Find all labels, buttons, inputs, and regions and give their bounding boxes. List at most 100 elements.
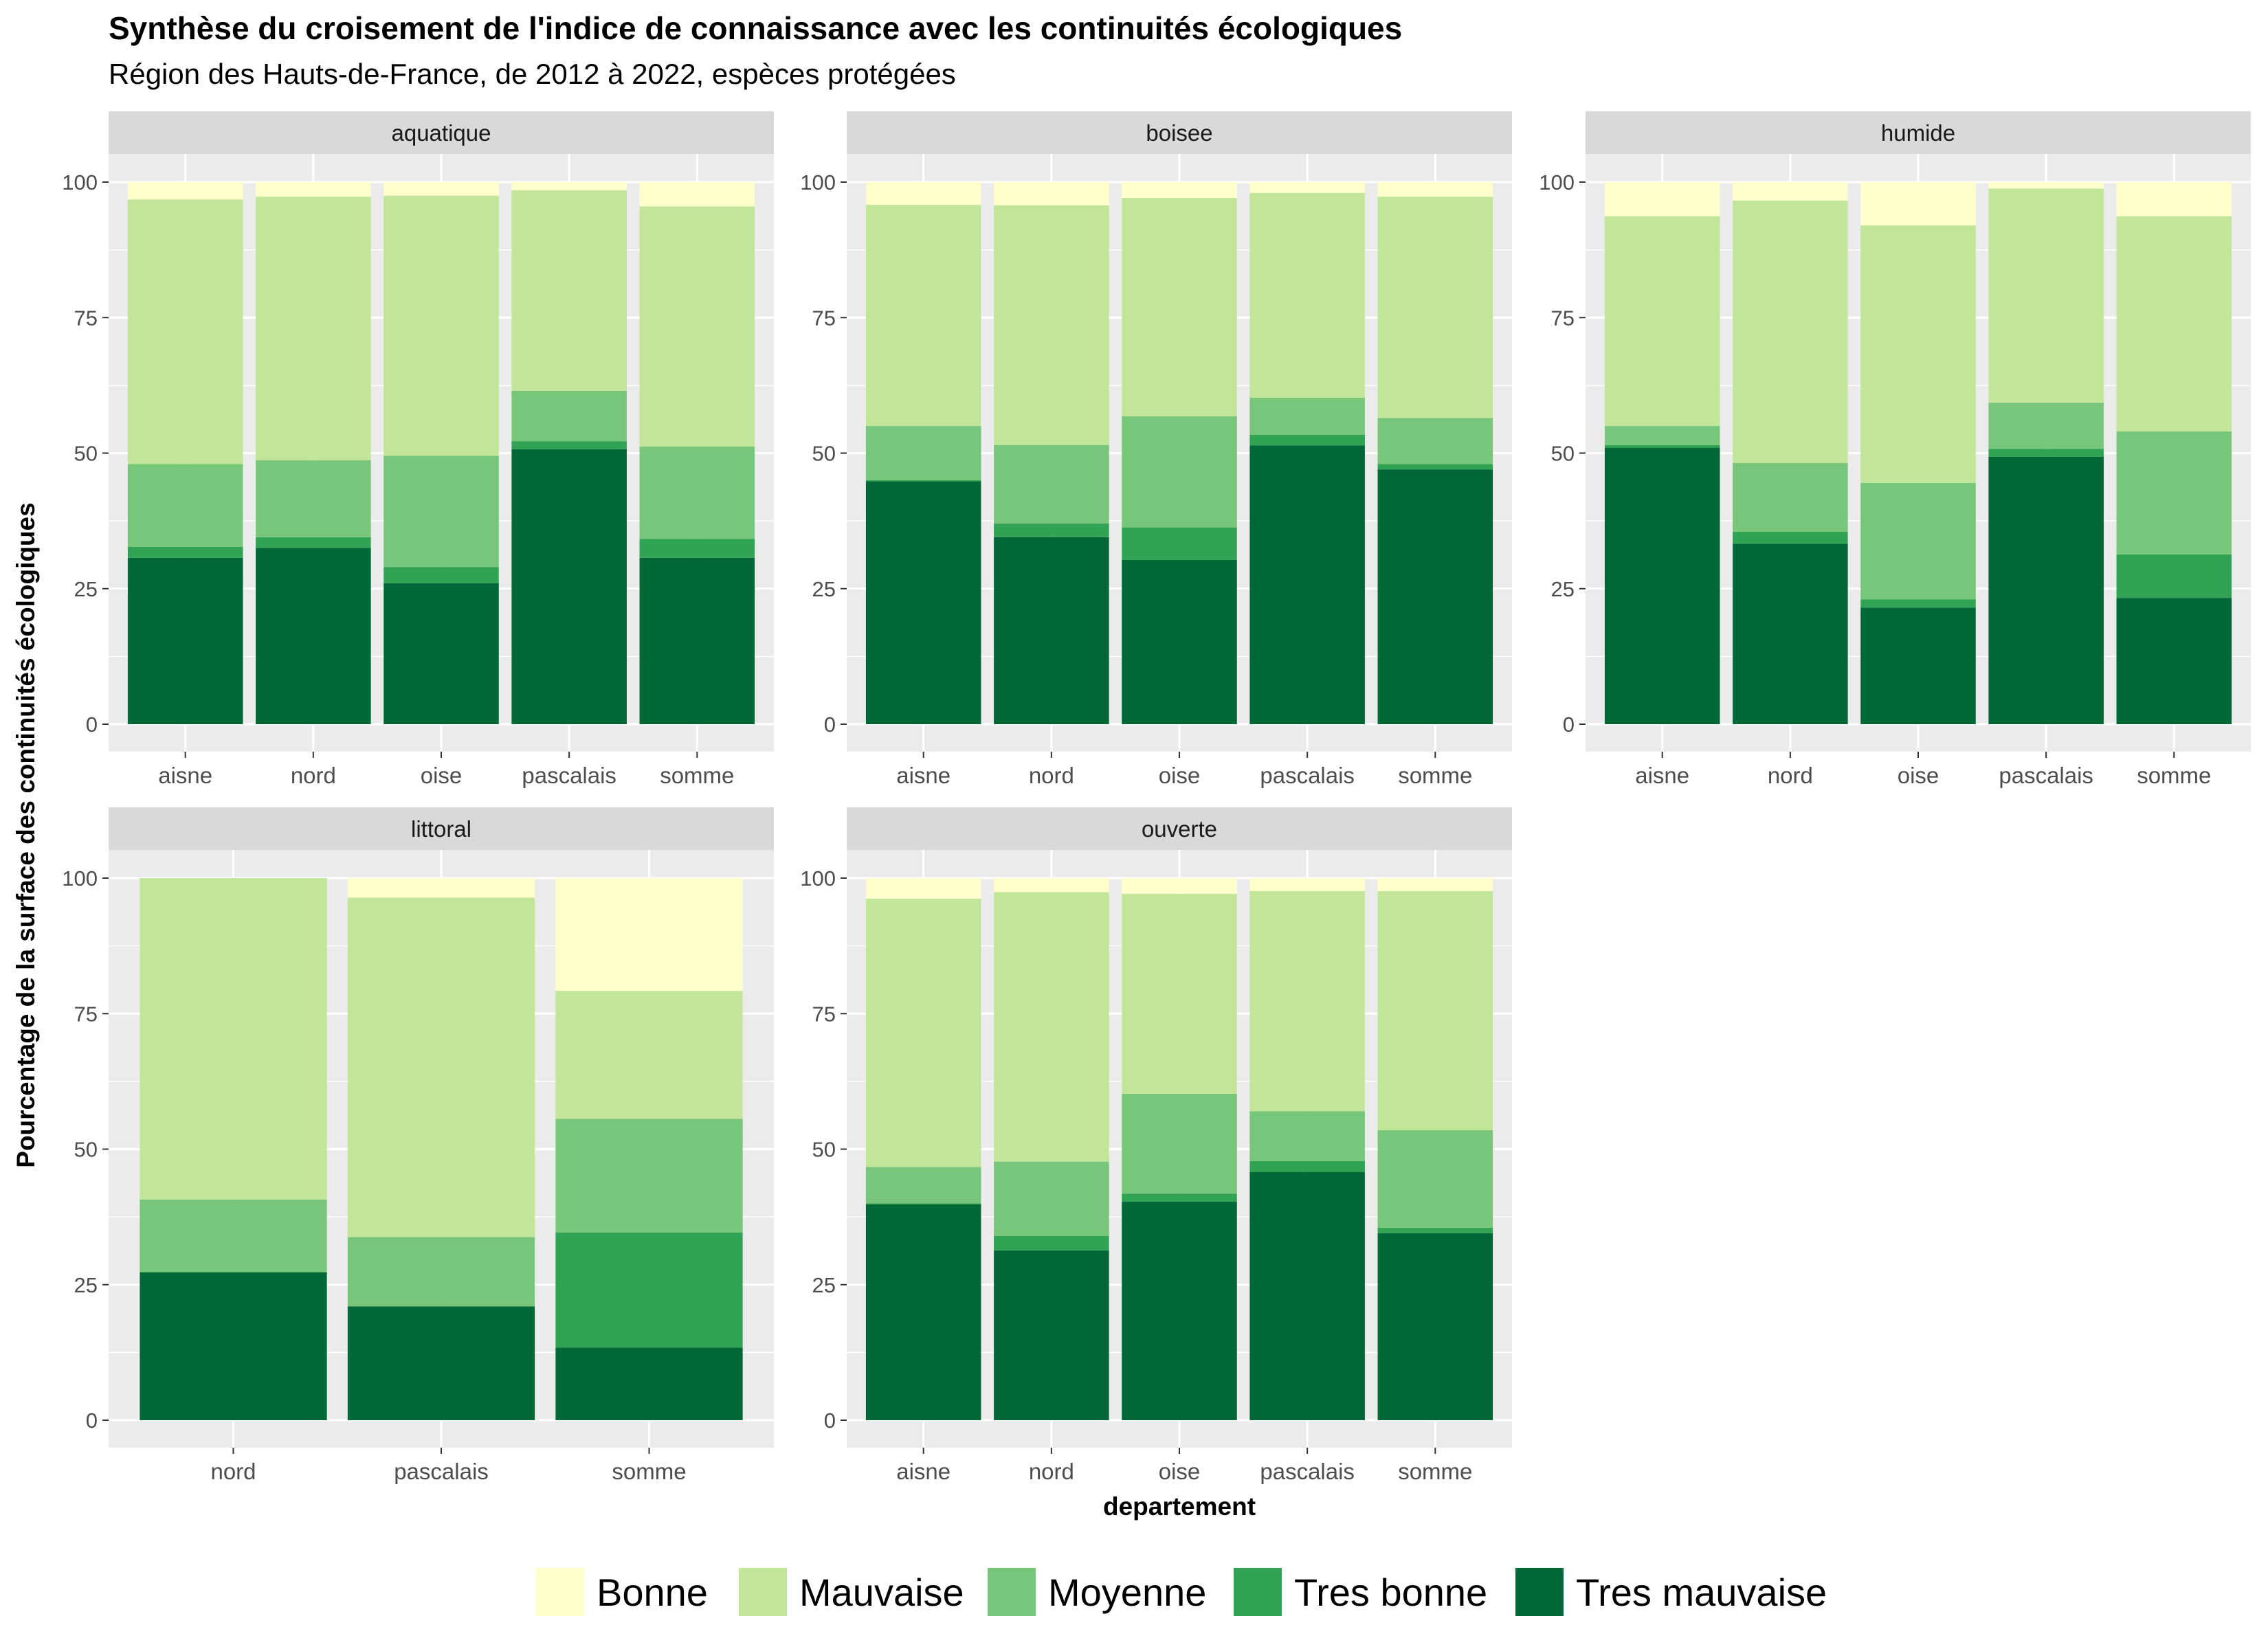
x-tick-label: somme [612, 1459, 686, 1484]
y-tick-label: 75 [812, 1002, 836, 1026]
bar-segment-aquatique-oise-tres-bonne [383, 567, 499, 583]
bar-segment-aquatique-nord-tres-mauvaise [256, 548, 371, 724]
facet-strip-label: boisee [1146, 120, 1212, 146]
x-tick-label: pascalais [522, 763, 616, 788]
bar-segment-boisee-aisne-tres-mauvaise [865, 481, 981, 724]
bar-segment-humide-somme-moyenne [2116, 431, 2232, 555]
bar-segment-humide-somme-tres-bonne [2116, 554, 2232, 598]
bar-segment-boisee-pascalais-tres-bonne [1249, 434, 1365, 446]
bar-segment-aquatique-nord-bonne [256, 182, 371, 197]
legend: Bonne Mauvaise Moyenne Tres bonne Tres mauva… [536, 1568, 1827, 1616]
bar-segment-ouverte-pascalais-moyenne [1249, 1111, 1365, 1161]
bar-segment-ouverte-somme-tres-mauvaise [1377, 1233, 1493, 1420]
bar-segment-aquatique-somme-bonne [639, 182, 755, 207]
bar-segment-aquatique-nord-mauvaise [256, 197, 371, 460]
y-tick-label: 50 [74, 442, 98, 466]
bar-segment-boisee-somme-bonne [1377, 182, 1493, 197]
bar-segment-boisee-aisne-bonne [865, 182, 981, 205]
y-tick-label: 0 [86, 1409, 98, 1433]
bar-segment-ouverte-pascalais-mauvaise [1249, 890, 1365, 1112]
bar-segment-boisee-nord-mauvaise [994, 205, 1109, 445]
bar-segment-ouverte-oise-moyenne [1122, 1094, 1237, 1194]
facet-strip [109, 807, 774, 850]
bar-segment-humide-oise-mauvaise [1860, 225, 1976, 483]
x-tick-label: nord [1029, 1459, 1074, 1484]
y-tick-label: 0 [824, 713, 836, 737]
bar-segment-littoral-nord-mauvaise [140, 878, 327, 1200]
y-tick-label: 50 [1551, 442, 1575, 466]
bar-segment-ouverte-oise-tres-mauvaise [1122, 1202, 1237, 1420]
bar-segment-ouverte-pascalais-tres-bonne [1249, 1160, 1365, 1172]
bar-segment-ouverte-aisne-bonne [865, 878, 981, 899]
facet-panel-ouverte: ouverte 0 25 50 75 100 aisne nord oise pascalais s… [800, 807, 1512, 1484]
facet-strip [109, 111, 774, 154]
y-tick-label: 75 [812, 306, 836, 330]
x-tick-label: pascalais [1260, 763, 1355, 788]
x-tick-label: aisne [1635, 763, 1689, 788]
x-tick-label: somme [1398, 1459, 1472, 1484]
y-tick-label: 100 [800, 866, 836, 890]
y-tick-label: 0 [86, 713, 98, 737]
bar-segment-littoral-pascalais-mauvaise [347, 897, 535, 1237]
bar-segment-aquatique-oise-bonne [383, 182, 499, 196]
bar-segment-ouverte-nord-tres-mauvaise [994, 1250, 1109, 1420]
x-tick-label: aisne [158, 763, 212, 788]
bar-segment-littoral-pascalais-tres-mauvaise [347, 1306, 535, 1420]
bar-segment-boisee-pascalais-moyenne [1249, 398, 1365, 435]
x-tick-label: nord [1768, 763, 1813, 788]
legend-key [1515, 1568, 1564, 1616]
bar-segment-humide-aisne-tres-bonne [1604, 445, 1720, 448]
bar-segment-humide-nord-tres-bonne [1733, 531, 1848, 544]
bar-segment-boisee-somme-tres-bonne [1377, 464, 1493, 470]
bar-segment-ouverte-somme-mauvaise [1377, 890, 1493, 1130]
legend-label: Tres bonne [1294, 1571, 1487, 1614]
x-tick-label: nord [291, 763, 336, 788]
bar-segment-humide-pascalais-mauvaise [1988, 188, 2104, 403]
bar-segment-boisee-aisne-moyenne [865, 426, 981, 480]
facet-strip-label: humide [1881, 120, 1955, 146]
x-tick-label: aisne [896, 763, 950, 788]
bar-segment-ouverte-aisne-moyenne [865, 1167, 981, 1204]
bar-segment-humide-nord-mauvaise [1733, 200, 1848, 463]
bar-segment-littoral-pascalais-moyenne [347, 1237, 535, 1307]
y-tick-label: 100 [62, 866, 98, 890]
bar-segment-boisee-somme-tres-mauvaise [1377, 469, 1493, 724]
bar-segment-aquatique-aisne-tres-mauvaise [127, 557, 243, 724]
bar-segment-aquatique-aisne-mauvaise [127, 199, 243, 464]
bar-segment-boisee-somme-mauvaise [1377, 197, 1493, 418]
bar-segment-boisee-oise-tres-mauvaise [1122, 559, 1237, 724]
bar-segment-humide-aisne-tres-mauvaise [1604, 447, 1720, 724]
facet-strip [1586, 111, 2251, 154]
bar-segment-aquatique-oise-mauvaise [383, 195, 499, 456]
y-tick-label: 100 [1539, 170, 1575, 194]
y-tick-label: 25 [812, 577, 836, 601]
bar-segment-ouverte-somme-bonne [1377, 878, 1493, 891]
y-tick-label: 25 [1551, 577, 1575, 601]
bar-segment-aquatique-pascalais-bonne [511, 182, 627, 190]
x-tick-label: somme [2137, 763, 2211, 788]
bar-segment-littoral-somme-tres-mauvaise [555, 1347, 743, 1420]
y-tick-label: 75 [74, 306, 98, 330]
bar-segment-humide-oise-tres-mauvaise [1860, 607, 1976, 724]
bar-segment-littoral-somme-moyenne [555, 1119, 743, 1233]
bar-segment-boisee-oise-mauvaise [1122, 197, 1237, 416]
y-tick-label: 50 [74, 1138, 98, 1162]
x-axis-title: departement [1103, 1492, 1256, 1521]
bar-segment-humide-nord-bonne [1733, 182, 1848, 201]
bar-segment-humide-nord-tres-mauvaise [1733, 543, 1848, 724]
bar-segment-humide-nord-moyenne [1733, 462, 1848, 532]
bar-segment-ouverte-nord-bonne [994, 878, 1109, 893]
facet-strip-label: littoral [411, 816, 471, 842]
bar-segment-aquatique-oise-moyenne [383, 456, 499, 568]
legend-item-moyenne: Moyenne [988, 1568, 1206, 1616]
chart-subtitle: Région des Hauts-de-France, de 2012 à 20… [109, 58, 956, 90]
y-tick-label: 75 [74, 1002, 98, 1026]
bar-segment-boisee-nord-tres-bonne [994, 524, 1109, 537]
bar-segment-humide-pascalais-tres-bonne [1988, 449, 2104, 458]
chart-title: Synthèse du croisement de l'indice de co… [109, 10, 1403, 46]
legend-item-bonne: Bonne [536, 1568, 708, 1616]
bar-segment-ouverte-pascalais-tres-mauvaise [1249, 1171, 1365, 1420]
legend-label: Mauvaise [799, 1571, 964, 1614]
bar-segment-boisee-pascalais-mauvaise [1249, 192, 1365, 399]
bar-segment-littoral-somme-tres-bonne [555, 1233, 743, 1348]
